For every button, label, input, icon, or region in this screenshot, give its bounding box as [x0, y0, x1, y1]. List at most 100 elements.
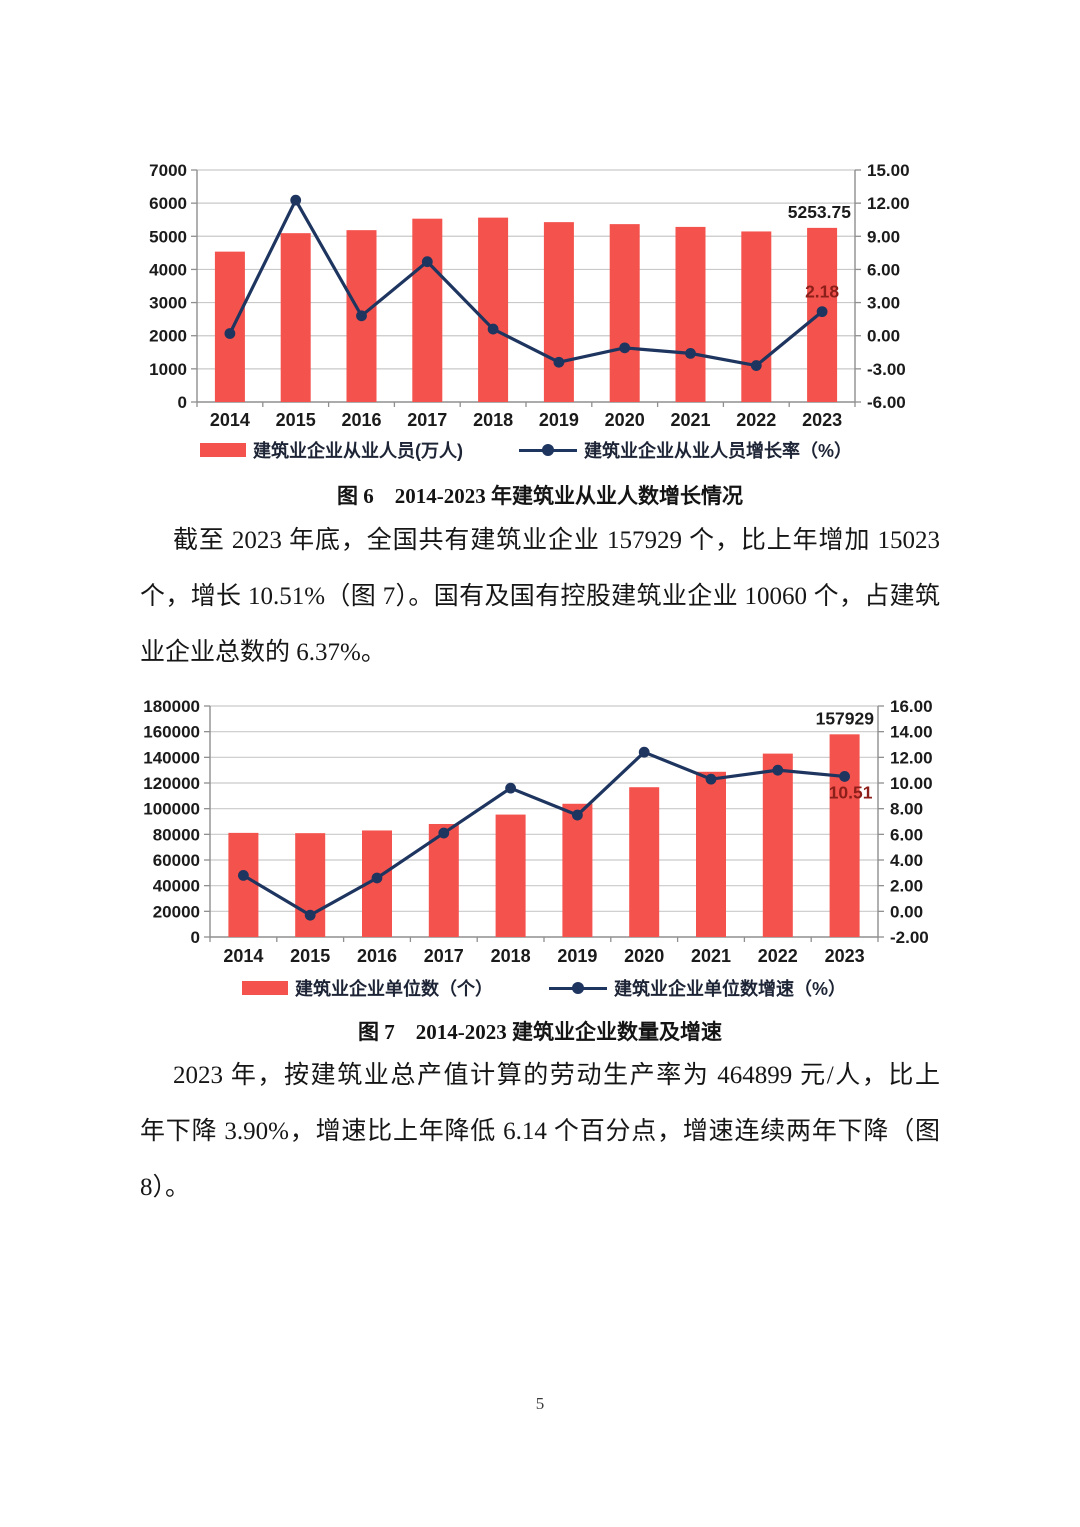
svg-text:2019: 2019 [539, 410, 579, 430]
svg-text:6.00: 6.00 [890, 825, 923, 844]
bar [741, 231, 772, 402]
bar [495, 814, 526, 937]
bar [762, 753, 793, 937]
paragraph-line: 年下降 3.90%，增速比上年降低 6.14 个百分点，增速连续两年下降（图 [140, 1118, 940, 1145]
line-point [685, 347, 696, 359]
legend-item: 建筑业企业从业人员(万人) [199, 437, 463, 463]
svg-text:157929: 157929 [816, 708, 875, 728]
line-point [356, 310, 367, 322]
svg-text:12.00: 12.00 [890, 748, 933, 767]
bar [629, 787, 660, 937]
line-point [304, 909, 316, 921]
figure7-chart: 0 20000 40000 60000 80000 100000 120000 140000 1… [143, 697, 933, 966]
figure7-caption: 图 7 2014-2023 建筑业企业数量及增速 [358, 1020, 722, 1044]
line-point [572, 809, 583, 821]
svg-text:2015: 2015 [276, 410, 316, 430]
svg-text:1000: 1000 [149, 360, 187, 379]
page-number: 5 [535, 1394, 545, 1413]
svg-text:2.00: 2.00 [890, 877, 923, 896]
legend-label: 建筑业企业单位数增速（%） [613, 979, 846, 999]
svg-text:2000: 2000 [149, 327, 187, 346]
bar [428, 823, 459, 937]
bar [295, 833, 326, 937]
svg-text:2023: 2023 [825, 946, 865, 966]
line-point [638, 746, 650, 758]
line-point [772, 764, 784, 776]
bar [696, 771, 726, 937]
bar [228, 832, 259, 937]
svg-text:60000: 60000 [153, 851, 200, 870]
bar [412, 218, 443, 402]
paragraph-line: 业企业总数的 6.37%。 [140, 639, 386, 666]
svg-text:4.00: 4.00 [890, 851, 923, 870]
svg-text:-3.00: -3.00 [867, 360, 906, 379]
paragraph-line: 2023 年，按建筑业总产值计算的劳动生产率为 464899 元/人，比上 [173, 1062, 940, 1089]
svg-text:40000: 40000 [153, 877, 200, 896]
svg-text:4000: 4000 [149, 260, 187, 279]
bars-group [214, 217, 838, 402]
svg-text:0.00: 0.00 [867, 327, 900, 346]
line-point [224, 328, 236, 339]
figure7-legend: 建筑业企业单位数（个） 建筑业企业单位数增速（%） [210, 976, 878, 1000]
svg-text:-6.00: -6.00 [867, 393, 906, 412]
line-point [619, 342, 631, 354]
svg-text:2019: 2019 [557, 946, 597, 966]
line-point [238, 870, 249, 881]
legend-bar-swatch-icon [241, 981, 288, 995]
svg-text:0.00: 0.00 [890, 902, 923, 921]
svg-text:10.51: 10.51 [829, 782, 873, 802]
bar [543, 222, 574, 402]
svg-text:80000: 80000 [153, 825, 200, 844]
line-point [705, 773, 717, 785]
svg-text:2016: 2016 [357, 946, 397, 966]
svg-text:5000: 5000 [149, 227, 187, 246]
line-point [487, 323, 499, 335]
figure6-legend: 建筑业企业从业人员(万人) 建筑业企业从业人员增长率（%） [197, 438, 855, 462]
line-point [421, 256, 433, 268]
svg-text:2021: 2021 [670, 410, 710, 430]
line-series [242, 750, 845, 918]
svg-text:20000: 20000 [153, 902, 200, 921]
svg-text:2017: 2017 [407, 410, 447, 430]
legend-line-marker-icon [518, 444, 577, 456]
bar [214, 251, 245, 402]
svg-text:7000: 7000 [149, 161, 187, 180]
paragraph-line: 8）。 [140, 1174, 191, 1201]
svg-text:6000: 6000 [149, 194, 187, 213]
bar [478, 217, 509, 402]
legend-line-marker-icon [548, 982, 607, 994]
bars-group [228, 734, 860, 937]
bar [675, 226, 706, 402]
line-series [228, 196, 824, 368]
line-point [839, 771, 850, 782]
svg-text:2014: 2014 [223, 946, 263, 966]
svg-text:5253.75: 5253.75 [788, 202, 852, 222]
legend-item: 建筑业企业单位数（个） [241, 975, 493, 1001]
line-point [750, 360, 762, 371]
svg-text:160000: 160000 [143, 723, 200, 742]
paragraph-2: 2023 年，按建筑业总产值计算的劳动生产率为 464899 元/人，比上年下降… [140, 1048, 940, 1216]
svg-text:14.00: 14.00 [890, 723, 933, 742]
bar [562, 803, 593, 937]
paragraph-line: 个，增长 10.51%（图 7）。国有及国有控股建筑业企业 10060 个，占建… [140, 583, 940, 610]
svg-text:2022: 2022 [758, 946, 798, 966]
bar [280, 233, 311, 402]
svg-text:10.00: 10.00 [890, 774, 933, 793]
svg-text:140000: 140000 [143, 748, 200, 767]
figure6-chart: 0 1000 2000 3000 4000 5000 6000 7000 -6.00 -3.00 0… [149, 161, 910, 430]
svg-text:16.00: 16.00 [890, 697, 933, 716]
line-point [290, 194, 302, 206]
svg-text:2020: 2020 [605, 410, 645, 430]
svg-text:6.00: 6.00 [867, 260, 900, 279]
paragraph-1: 截至 2023 年底，全国共有建筑业企业 157929 个，比上年增加 1502… [140, 513, 940, 681]
bar [609, 224, 640, 402]
svg-text:12.00: 12.00 [867, 194, 910, 213]
svg-text:2021: 2021 [691, 946, 731, 966]
svg-text:3000: 3000 [149, 294, 187, 313]
svg-text:2020: 2020 [624, 946, 664, 966]
svg-text:-2.00: -2.00 [890, 928, 929, 947]
svg-text:2018: 2018 [491, 946, 531, 966]
legend-label: 建筑业企业从业人员增长率（%） [583, 441, 852, 461]
svg-text:2022: 2022 [736, 410, 776, 430]
svg-text:9.00: 9.00 [867, 227, 900, 246]
